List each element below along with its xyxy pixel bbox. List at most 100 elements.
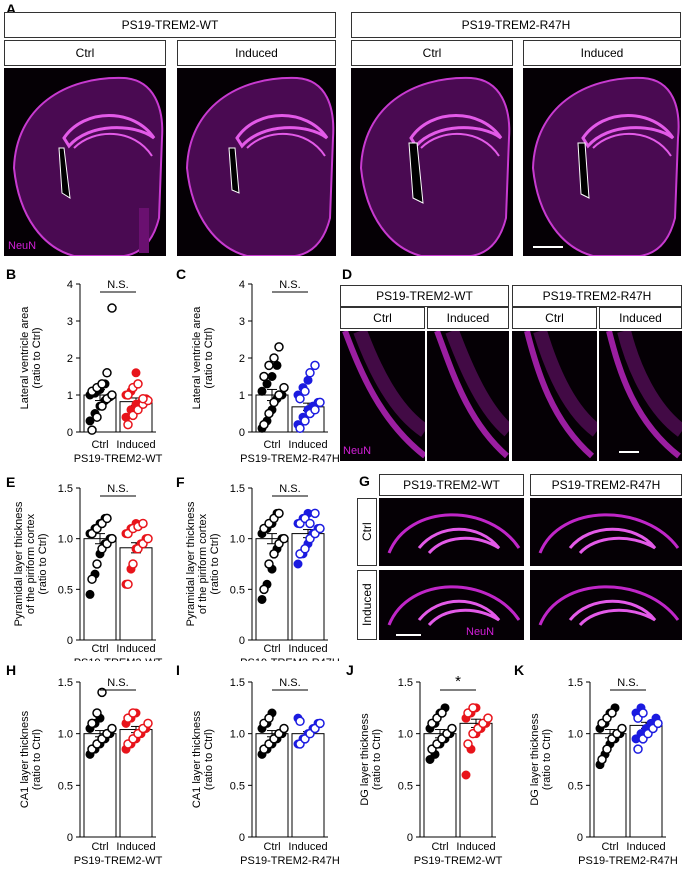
data-point-open xyxy=(483,713,493,723)
y-tick-label: 1.0 xyxy=(230,534,245,546)
x-tick-label: Ctrl xyxy=(263,841,280,853)
y-tick-label: 1.5 xyxy=(230,677,245,689)
data-point-open xyxy=(264,713,274,723)
group-label: PS19-TREM2-WT xyxy=(74,855,163,867)
data-point-open xyxy=(264,360,274,371)
y-tick-label: 0 xyxy=(67,832,73,844)
y-tick-label: 1.0 xyxy=(568,729,583,741)
data-point-open xyxy=(617,723,627,734)
y-tick-label: 4 xyxy=(67,279,73,291)
y-tick-label: 0.5 xyxy=(230,584,245,596)
x-tick-label: Ctrl xyxy=(91,439,108,451)
y-axis-label: DG layer thickness(ratio to Ctrl) xyxy=(529,713,553,806)
genotype-header-wt: PS19-TREM2-WT xyxy=(4,12,336,38)
scale-bar xyxy=(396,634,421,636)
x-tick-label: Induced xyxy=(288,439,327,451)
chart-k: DG layer thickness(ratio to Ctrl) 0 0.5 1.0… xyxy=(529,677,678,867)
data-point-open xyxy=(274,390,284,400)
data-point-open xyxy=(269,353,279,363)
y-tick-label: 1.0 xyxy=(58,534,73,546)
y-tick-label: 0.5 xyxy=(398,780,413,792)
y-tick-label: 0 xyxy=(67,427,73,439)
data-point-open xyxy=(279,723,289,734)
y-tick-label: 0.5 xyxy=(230,780,245,792)
brain-image-wt-induced xyxy=(177,68,336,256)
condition-header-induced: Induced xyxy=(599,307,682,329)
y-tick-label: 4 xyxy=(239,279,245,291)
y-tick-label: 1.5 xyxy=(58,677,73,689)
piriform-image-wt-ctrl: NeuN xyxy=(340,331,425,461)
y-axis-label: Pyramidal layer thicknessof the piriform… xyxy=(13,501,49,626)
chart-j: DG layer thickness(ratio to Ctrl) 0 0.5 1.0… xyxy=(359,673,503,867)
data-point-open xyxy=(97,379,107,389)
data-point-open xyxy=(437,708,447,718)
y-axis-label-line: (ratio to Ctrl) xyxy=(203,729,215,790)
y-axis-label-line: CA1 layer thickness xyxy=(191,710,203,808)
x-tick-label: Ctrl xyxy=(431,841,448,853)
y-tick-label: 2 xyxy=(239,353,245,365)
y-tick-label: 0.5 xyxy=(568,780,583,792)
x-tick-label: Ctrl xyxy=(263,439,280,451)
condition-header-induced: Induced xyxy=(427,307,509,329)
x-tick-label: Induced xyxy=(116,841,155,853)
group-label: PS19-TREM2-R47H xyxy=(240,657,340,661)
y-axis-label-line: Lateral ventricle area xyxy=(19,306,31,410)
condition-header-induced: Induced xyxy=(177,40,336,66)
panel-letter-g: G xyxy=(359,473,370,489)
data-point-open xyxy=(274,342,284,352)
y-axis-label-line: (ratio to Ctrl) xyxy=(209,533,221,594)
data-point-open xyxy=(264,559,274,569)
data-point-open xyxy=(602,744,612,754)
data-point-open xyxy=(653,718,663,729)
genotype-header-wt: PS19-TREM2-WT xyxy=(340,285,509,307)
y-tick-label: 0 xyxy=(239,635,245,647)
data-point-open xyxy=(87,574,97,584)
y-tick-label: 0.5 xyxy=(58,780,73,792)
data-point-open xyxy=(259,584,269,595)
y-tick-label: 0 xyxy=(239,832,245,844)
data-point-filled xyxy=(461,770,471,780)
y-tick-label: 0 xyxy=(407,832,413,844)
panel-letter-h: H xyxy=(6,662,17,678)
y-axis-label-line: (ratio to Ctrl) xyxy=(31,327,43,388)
data-point-open xyxy=(295,393,305,404)
data-point-open xyxy=(264,408,274,419)
data-point-open xyxy=(143,533,153,544)
bar xyxy=(291,733,325,838)
piriform-image-wt-induced xyxy=(427,331,509,461)
y-axis-label-line: (ratio to Ctrl) xyxy=(203,327,215,388)
data-point-open xyxy=(633,744,643,754)
chart-b: Lateral ventricle area(ratio to Ctrl) 0 1 2… xyxy=(19,279,163,465)
group-label: PS19-TREM2-WT xyxy=(74,657,163,661)
data-point-open xyxy=(92,708,102,718)
panel-letter-e: E xyxy=(6,474,16,490)
genotype-header-r47h: PS19-TREM2-R47H xyxy=(530,474,682,496)
y-tick-label: 1.0 xyxy=(58,729,73,741)
data-point-open xyxy=(92,412,102,422)
sig-label: N.S. xyxy=(617,677,638,689)
data-point-open xyxy=(138,518,148,529)
x-tick-label: Induced xyxy=(288,841,327,853)
data-point-open xyxy=(87,718,97,729)
y-axis-label-line: of the piriform cortex xyxy=(25,513,37,614)
data-point-open xyxy=(92,559,102,569)
y-axis-label-line: (ratio to Ctrl) xyxy=(541,729,553,790)
x-tick-label: Induced xyxy=(116,439,155,451)
panel-letter-b: B xyxy=(6,266,17,282)
brain-image-wt-ctrl: NeuN xyxy=(4,68,166,256)
data-point-open xyxy=(597,754,607,765)
condition-header-induced: Induced xyxy=(523,40,681,66)
sig-label: * xyxy=(455,673,461,690)
panel-letter-f: F xyxy=(176,474,185,490)
data-point-open xyxy=(607,708,617,718)
row-label-induced: Induced xyxy=(357,570,377,640)
x-tick-label: Ctrl xyxy=(91,643,108,655)
panel-letter-d: D xyxy=(342,266,353,282)
data-point-open xyxy=(300,416,310,426)
data-point-open xyxy=(259,419,269,430)
data-point-filled xyxy=(267,372,277,381)
y-tick-label: 3 xyxy=(239,316,245,328)
data-point-open xyxy=(138,393,148,404)
piriform-image-r47h-ctrl xyxy=(512,331,597,461)
data-point-open xyxy=(315,397,325,408)
